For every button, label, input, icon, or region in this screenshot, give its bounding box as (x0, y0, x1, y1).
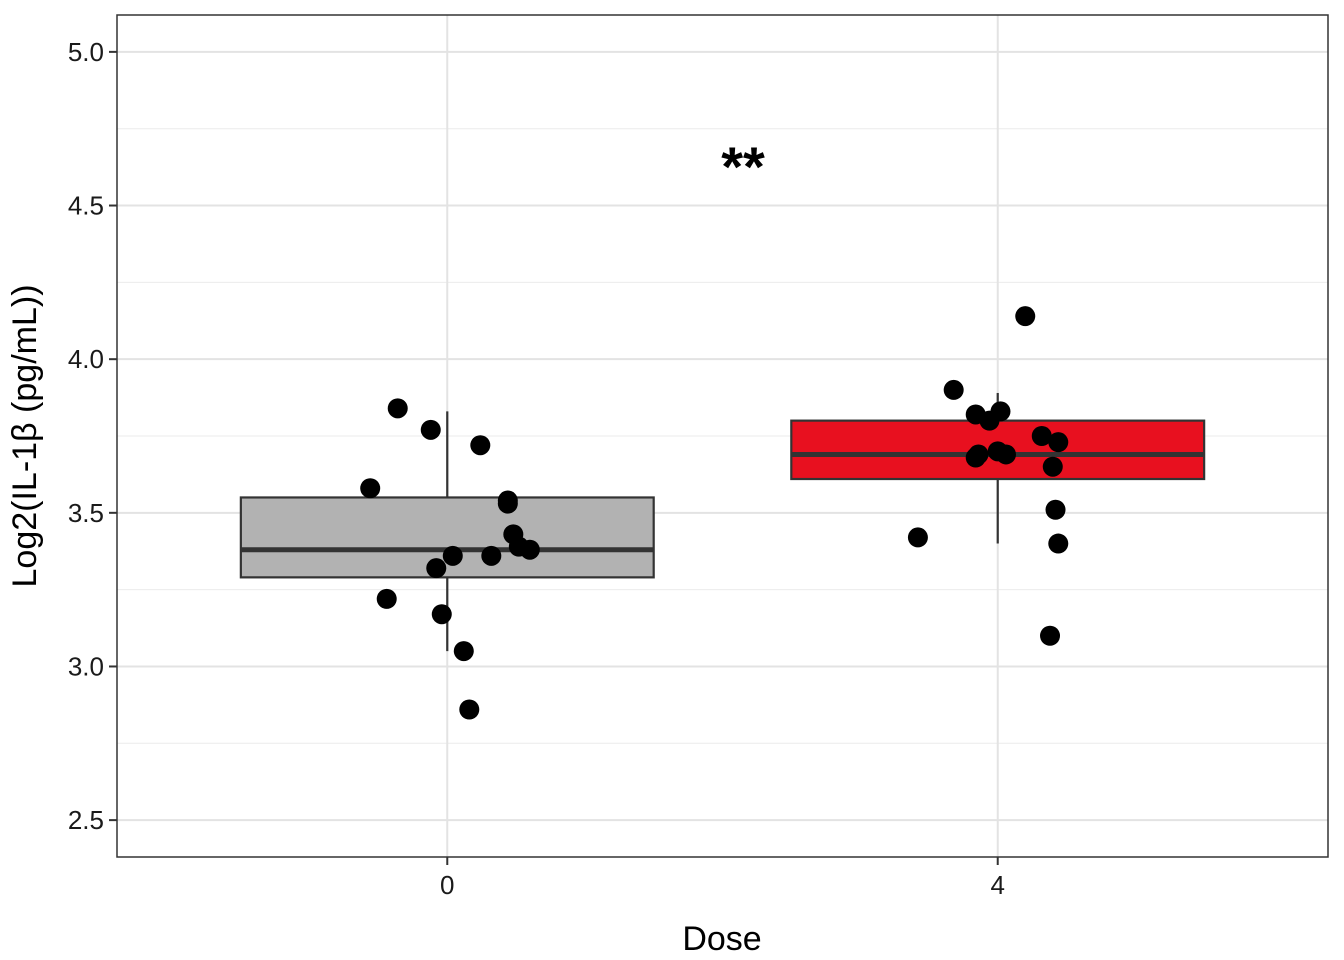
data-point (1042, 456, 1063, 477)
y-tick-label: 4.0 (68, 344, 104, 374)
axes: 2.5 3.0 3.5 4.0 4.5 5.0 0 4 (68, 37, 1005, 900)
data-point (376, 588, 397, 609)
data-point (1015, 306, 1036, 327)
y-tick-label: 4.5 (68, 191, 104, 221)
data-point (519, 539, 540, 560)
y-tick-label: 5.0 (68, 37, 104, 67)
data-point (497, 490, 518, 511)
data-point (420, 419, 441, 440)
data-point (979, 410, 1000, 431)
data-point (1048, 432, 1069, 453)
data-point (1040, 625, 1061, 646)
x-tick-label: 4 (990, 870, 1004, 900)
x-axis-title: Dose (682, 920, 761, 958)
y-tick-label: 3.0 (68, 651, 104, 681)
y-tick-label: 3.5 (68, 498, 104, 528)
data-point (453, 641, 474, 662)
data-point (907, 527, 928, 548)
data-point (481, 545, 502, 566)
data-points (360, 306, 1069, 720)
data-point (943, 379, 964, 400)
y-tick-label: 2.5 (68, 805, 104, 835)
x-tick-label: 0 (440, 870, 454, 900)
data-point (1045, 499, 1066, 520)
data-point (1031, 426, 1052, 446)
data-point (387, 398, 408, 419)
data-point (426, 558, 447, 579)
data-point (995, 444, 1016, 465)
data-point (1048, 533, 1069, 554)
data-point (360, 478, 381, 499)
data-point (470, 435, 491, 456)
y-axis-title: Log2(IL-1β (pg/mL)) (6, 284, 44, 587)
data-point (431, 604, 452, 625)
data-point (459, 699, 480, 720)
panel-border (116, 14, 1329, 858)
box-0 (239, 496, 655, 579)
data-point (442, 545, 463, 566)
data-point (968, 444, 989, 465)
significance-annotation: ** (721, 135, 765, 198)
